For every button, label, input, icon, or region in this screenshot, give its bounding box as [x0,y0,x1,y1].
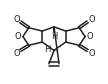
Text: O: O [87,32,93,41]
Text: O: O [88,15,95,24]
Text: O: O [15,32,21,41]
Text: O: O [13,15,20,24]
Text: H: H [44,45,50,54]
Text: O: O [13,49,20,58]
Text: H: H [51,32,57,41]
Text: ,,,: ,,, [53,47,59,52]
Text: O: O [88,49,95,58]
